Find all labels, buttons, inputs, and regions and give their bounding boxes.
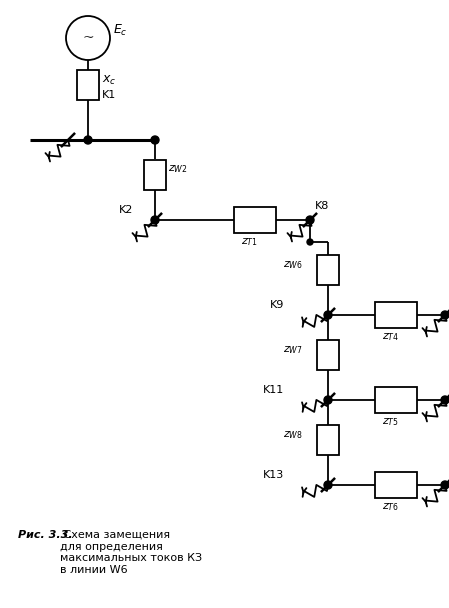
Text: $x_c$: $x_c$ — [102, 74, 116, 86]
Text: K1: K1 — [102, 90, 116, 100]
Bar — [144, 160, 166, 190]
Text: K8: K8 — [315, 201, 330, 211]
Text: $E_c$: $E_c$ — [113, 22, 128, 38]
Text: ~: ~ — [82, 31, 94, 45]
Text: Рис. 3.3.: Рис. 3.3. — [18, 530, 73, 540]
Text: $z_{T6}$: $z_{T6}$ — [382, 501, 399, 513]
Bar — [77, 70, 99, 100]
Circle shape — [441, 481, 449, 489]
Bar — [234, 207, 276, 233]
Circle shape — [324, 481, 332, 489]
Bar — [317, 425, 339, 455]
Text: $z_{W6}$: $z_{W6}$ — [283, 259, 303, 271]
Circle shape — [151, 216, 159, 224]
Bar — [317, 340, 339, 370]
Bar — [317, 255, 339, 285]
Text: $z_{W8}$: $z_{W8}$ — [283, 429, 303, 441]
Text: K13: K13 — [263, 470, 284, 480]
Circle shape — [441, 311, 449, 319]
Circle shape — [324, 396, 332, 404]
Text: $z_{T4}$: $z_{T4}$ — [382, 331, 399, 343]
Circle shape — [441, 396, 449, 404]
Bar — [375, 302, 417, 328]
Text: $z_{W7}$: $z_{W7}$ — [283, 344, 303, 356]
Text: K9: K9 — [270, 300, 284, 310]
Circle shape — [324, 311, 332, 319]
Circle shape — [84, 136, 92, 144]
Circle shape — [307, 239, 313, 245]
Text: $z_{T5}$: $z_{T5}$ — [382, 416, 399, 428]
Text: K2: K2 — [119, 205, 133, 215]
Text: $z_{T1}$: $z_{T1}$ — [241, 236, 258, 248]
Bar — [375, 387, 417, 413]
Circle shape — [151, 136, 159, 144]
Text: K11: K11 — [263, 385, 284, 395]
Circle shape — [306, 216, 314, 224]
Text: $z_{W2}$: $z_{W2}$ — [168, 163, 188, 175]
Text: Схема замещения
для определения
максимальных токов КЗ
в линии W6: Схема замещения для определения максимал… — [60, 530, 202, 575]
Bar — [375, 472, 417, 498]
Circle shape — [66, 16, 110, 60]
